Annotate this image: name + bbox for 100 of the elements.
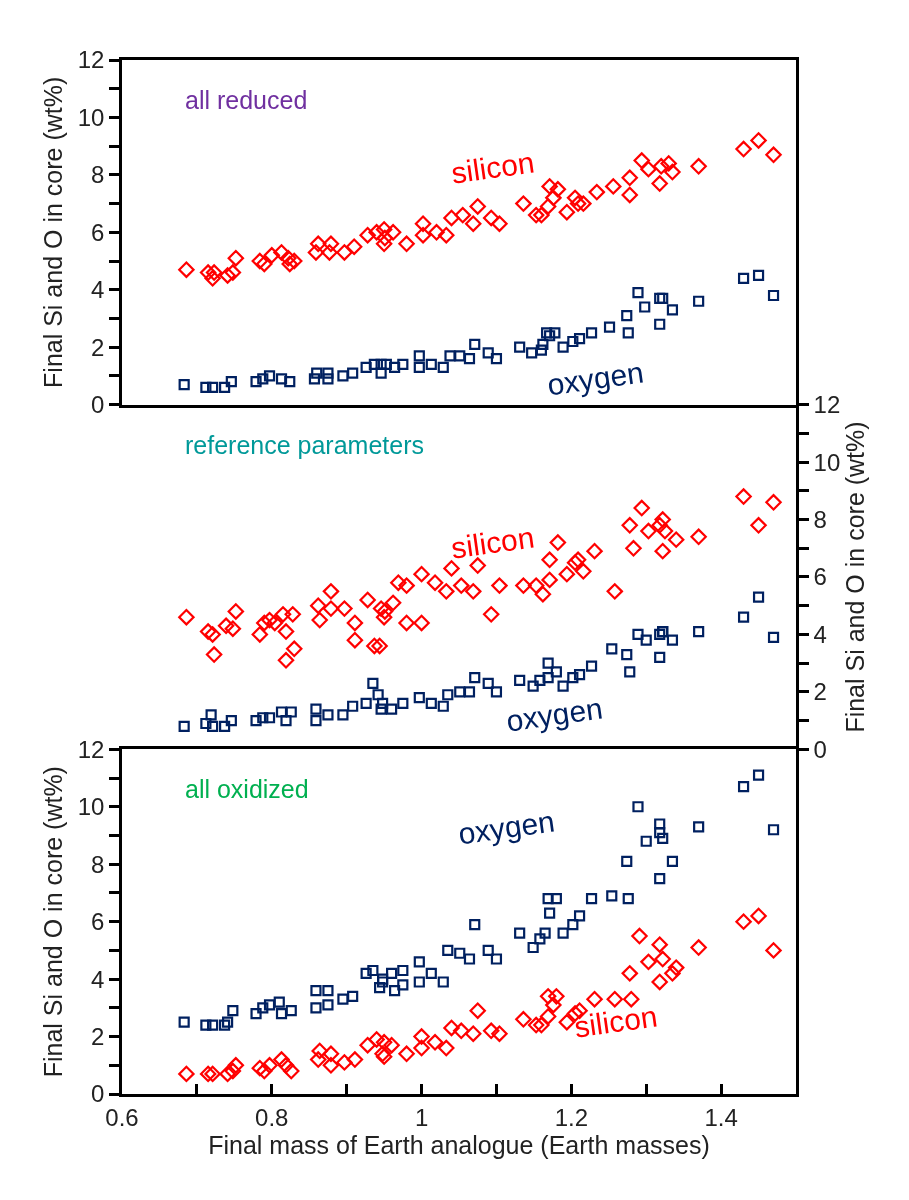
point (654, 318, 666, 330)
point (322, 709, 334, 721)
point (585, 660, 598, 672)
y-tick-label: 10 (77, 103, 105, 131)
point (386, 703, 398, 715)
point (542, 671, 554, 684)
point (482, 1022, 500, 1040)
point (383, 1036, 400, 1054)
point (651, 973, 668, 991)
y-tick-label: 10 (77, 793, 105, 821)
point (375, 367, 387, 379)
point (257, 712, 269, 724)
point (666, 634, 679, 646)
text: oxygen (504, 691, 605, 738)
point (548, 988, 565, 1005)
point (621, 648, 633, 661)
point (654, 950, 671, 968)
point (337, 709, 349, 721)
point (735, 913, 752, 930)
point (413, 1039, 430, 1057)
point (322, 1057, 340, 1074)
y2-tick-label: 2 (813, 678, 827, 706)
y-tick-label: 4 (91, 965, 105, 993)
point (263, 370, 276, 382)
point (622, 990, 640, 1008)
point (606, 990, 624, 1008)
point (444, 350, 456, 362)
point (273, 1051, 290, 1068)
point (527, 680, 539, 692)
point (438, 1039, 455, 1057)
point (200, 381, 212, 394)
y-tick-label: 8 (91, 850, 105, 878)
y2-tick-label: 6 (813, 563, 827, 591)
point (490, 353, 503, 365)
point (360, 361, 372, 373)
text: silicon (572, 999, 660, 1044)
point (389, 361, 401, 373)
point (178, 720, 190, 732)
text: reference parameters (185, 431, 425, 459)
point (377, 697, 389, 709)
point (311, 1042, 328, 1060)
point (367, 677, 379, 689)
point (310, 715, 322, 727)
point (534, 674, 546, 686)
y-tick-label: 2 (91, 333, 105, 361)
point (413, 350, 425, 362)
point (454, 686, 466, 698)
point (256, 1062, 273, 1080)
x-axis-title: Final mass of Earth analogue (Earth masses) (208, 1130, 710, 1159)
point (654, 651, 666, 664)
point (219, 1065, 236, 1083)
point (567, 671, 579, 684)
point (453, 1022, 470, 1040)
point (539, 988, 557, 1005)
point (537, 338, 549, 350)
point (347, 700, 359, 712)
x-tick-label: 1.2 (554, 1103, 589, 1131)
point (469, 671, 481, 684)
point (640, 953, 657, 971)
point (261, 1057, 278, 1074)
point (667, 959, 685, 976)
point (204, 1065, 221, 1083)
point (437, 700, 449, 712)
point (250, 715, 262, 727)
point (750, 907, 767, 925)
y2-axis-title: Final Si and O in core (wt%) (841, 421, 870, 733)
point (573, 669, 586, 681)
point (765, 942, 782, 959)
text: oxygen (456, 804, 557, 851)
point (515, 1011, 532, 1028)
point (542, 657, 554, 669)
point (425, 697, 437, 709)
point (622, 327, 634, 339)
point (251, 1059, 269, 1077)
point (285, 706, 297, 718)
y-tick-label: 6 (91, 908, 105, 936)
point (437, 361, 449, 373)
point (624, 666, 636, 678)
y2-tick-label: 8 (813, 505, 827, 533)
point (375, 703, 387, 715)
x-tick-label: 1.4 (704, 1103, 738, 1131)
point (283, 1062, 300, 1080)
point (526, 347, 538, 359)
point (632, 628, 644, 641)
point (322, 367, 334, 379)
point (225, 376, 237, 388)
point (309, 1051, 327, 1068)
point (205, 709, 217, 721)
point (752, 269, 765, 282)
point (372, 689, 384, 701)
point (558, 1013, 576, 1031)
point (549, 327, 561, 339)
point (224, 1062, 242, 1080)
text: oxygen (545, 355, 646, 402)
point (207, 381, 219, 394)
point (442, 689, 454, 701)
point (752, 591, 765, 603)
point (275, 373, 288, 385)
point (284, 376, 296, 388)
point (200, 717, 212, 730)
